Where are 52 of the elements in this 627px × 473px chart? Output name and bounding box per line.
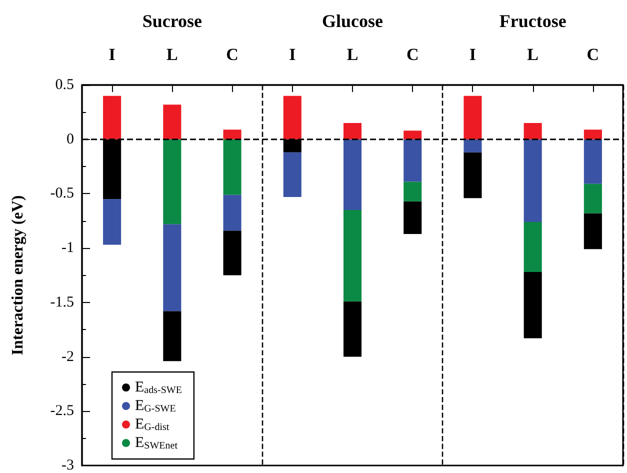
bar: [404, 182, 422, 202]
bar: [283, 96, 302, 140]
bar: [524, 222, 542, 272]
bar: [103, 96, 122, 140]
text: Glucose: [322, 11, 384, 31]
y-tick-label: 0.5: [55, 77, 74, 93]
y-tick-label: -2.5: [50, 403, 74, 420]
x-tick-label: L: [346, 45, 358, 64]
x-tick-label: C: [586, 45, 600, 64]
x-tick-label: L: [166, 45, 178, 64]
bar: [584, 139, 602, 184]
bar: [584, 130, 602, 140]
bar: [343, 123, 362, 140]
bar: [223, 230, 242, 276]
y-tick-label: -2: [62, 348, 74, 365]
y-tick-label: -0.5: [50, 186, 74, 202]
bar: [103, 199, 122, 245]
bar: [524, 123, 542, 140]
bar: [464, 139, 482, 152]
x-tick-label: L: [527, 45, 539, 64]
x-tick-label: I: [289, 45, 296, 64]
text: Sucrose: [142, 11, 202, 31]
x-tick-label: C: [226, 45, 238, 64]
bar: [404, 139, 422, 182]
bar: [283, 152, 302, 197]
y-tick-label: 0: [66, 131, 74, 148]
bar: [163, 139, 182, 224]
bar: [223, 130, 242, 140]
bar: [223, 139, 242, 195]
text: Fructose: [499, 11, 566, 31]
bar: [404, 130, 422, 140]
bar: [343, 301, 362, 357]
bar: [404, 201, 422, 234]
bar: [343, 139, 362, 210]
bar: [163, 311, 182, 362]
bar: [584, 184, 602, 214]
x-tick-label: C: [406, 45, 419, 64]
bar: [163, 104, 182, 140]
x-tick-label: I: [108, 45, 116, 64]
y-tick-label: -1.5: [50, 294, 74, 310]
y-tick-label: -3: [62, 458, 74, 473]
bar: [223, 194, 242, 231]
bar: [163, 224, 182, 312]
bar: [464, 152, 482, 198]
x-tick-label: I: [469, 45, 476, 64]
bar: [584, 213, 602, 250]
bar: [464, 96, 482, 140]
bar: [524, 139, 542, 222]
bar: [343, 210, 362, 302]
y-tick-label: -1: [62, 240, 74, 256]
bar: [524, 272, 542, 338]
y-axis-title: Interaction energy (eV): [10, 195, 26, 356]
